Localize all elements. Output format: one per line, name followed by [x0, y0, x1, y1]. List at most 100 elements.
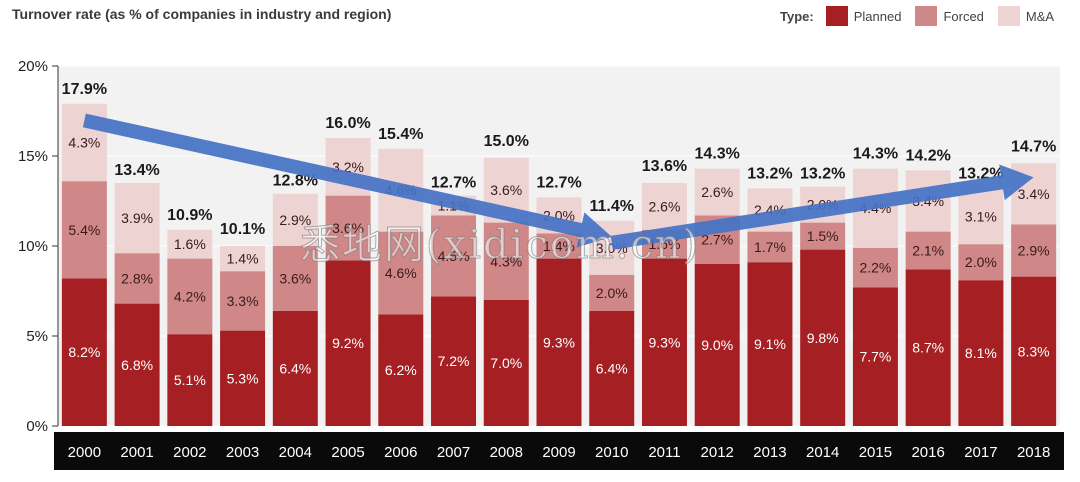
- legend-swatch-ma: [997, 6, 1020, 26]
- x-tick-label: 2008: [490, 444, 523, 461]
- total-label: 10.9%: [167, 207, 212, 224]
- bar-segment: [852, 247, 898, 288]
- segment-label: 5.1%: [174, 372, 206, 388]
- segment-label: 2.6%: [649, 198, 681, 214]
- segment-label: 5.4%: [68, 222, 100, 238]
- x-tick-label: 2003: [226, 444, 259, 461]
- bar-segment: [852, 287, 898, 426]
- total-label: 17.9%: [62, 81, 107, 98]
- legend-title: Type:: [780, 8, 814, 24]
- y-tick-label: 20%: [18, 58, 48, 75]
- segment-label: 1.6%: [174, 236, 206, 252]
- total-label: 12.7%: [431, 174, 476, 191]
- bar-segment: [641, 183, 687, 230]
- bar-segment: [958, 188, 1004, 245]
- segment-label: 6.4%: [279, 360, 311, 376]
- y-tick-label: 0%: [26, 418, 48, 435]
- bar-segment: [114, 253, 160, 304]
- bar-segment: [61, 278, 107, 426]
- legend: Type: Planned Forced M&A: [780, 6, 1062, 26]
- segment-label: 2.7%: [701, 232, 733, 248]
- x-tick-label: 2005: [331, 444, 364, 461]
- bar-segment: [325, 195, 371, 261]
- bar-segment: [167, 334, 213, 426]
- segment-label: 4.3%: [68, 135, 100, 151]
- bar-segment: [1011, 276, 1057, 426]
- segment-label: 2.1%: [912, 243, 944, 259]
- x-tick-label: 2014: [806, 444, 839, 461]
- total-label: 15.0%: [484, 133, 529, 150]
- segment-label: 7.7%: [859, 349, 891, 365]
- segment-label: 9.8%: [807, 330, 839, 346]
- x-tick-label: 2002: [173, 444, 206, 461]
- segment-label: 8.7%: [912, 340, 944, 356]
- segment-label: 9.1%: [754, 336, 786, 352]
- segment-label: 6.4%: [596, 360, 628, 376]
- total-label: 14.2%: [905, 147, 950, 164]
- bar-segment: [431, 215, 477, 297]
- total-label: 14.3%: [853, 146, 898, 163]
- segment-label: 1.4%: [543, 238, 575, 254]
- x-tick-label: 2006: [384, 444, 417, 461]
- bar-segment: [483, 300, 529, 426]
- total-label: 14.3%: [695, 146, 740, 163]
- segment-label: 4.3%: [490, 253, 522, 269]
- segment-label: 2.9%: [279, 212, 311, 228]
- bar-segment: [272, 310, 318, 426]
- bar-segment: [431, 296, 477, 426]
- y-tick-label: 10%: [18, 238, 48, 255]
- x-tick-label: 2001: [120, 444, 153, 461]
- segment-label: 3.6%: [279, 270, 311, 286]
- segment-label: 4.6%: [385, 265, 417, 281]
- x-axis-band: [54, 432, 1064, 470]
- x-tick-label: 2013: [753, 444, 786, 461]
- total-label: 10.1%: [220, 221, 265, 238]
- total-label: 16.0%: [325, 115, 370, 132]
- total-label: 12.8%: [273, 173, 318, 190]
- bar-segment: [272, 246, 318, 311]
- bar-segment: [378, 231, 424, 315]
- bar-segment: [114, 303, 160, 426]
- legend-item-ma: M&A: [997, 6, 1054, 26]
- legend-swatch-forced: [915, 6, 938, 26]
- segment-label: 2.6%: [701, 184, 733, 200]
- x-tick-label: 2015: [859, 444, 892, 461]
- bar-segment: [114, 183, 160, 254]
- segment-label: 1.5%: [807, 228, 839, 244]
- total-label: 13.4%: [114, 162, 159, 179]
- legend-label-forced: Forced: [943, 8, 984, 24]
- segment-label: 2.2%: [859, 260, 891, 276]
- bar-segment: [641, 258, 687, 426]
- total-label: 15.4%: [378, 126, 423, 143]
- legend-swatch-planned: [825, 6, 848, 26]
- segment-label: 1.4%: [227, 251, 259, 267]
- bar-segment: [905, 269, 951, 426]
- chart-title: Turnover rate (as % of companies in indu…: [12, 6, 392, 22]
- x-tick-label: 2009: [542, 444, 575, 461]
- bar-segment: [589, 274, 635, 311]
- segment-label: 2.9%: [1018, 243, 1050, 259]
- segment-label: 2.0%: [596, 285, 628, 301]
- bar-segment: [800, 222, 846, 250]
- bar-segment: [694, 264, 740, 426]
- segment-label: 5.3%: [227, 370, 259, 386]
- bar-segment: [220, 246, 266, 272]
- total-label: 11.4%: [589, 198, 633, 215]
- segment-label: 4.2%: [174, 288, 206, 304]
- trend-arrow: [610, 164, 1034, 250]
- legend-item-forced: Forced: [915, 6, 984, 26]
- x-tick-label: 2004: [279, 444, 312, 461]
- y-tick-label: 5%: [26, 328, 48, 345]
- bar-segment: [1011, 224, 1057, 277]
- bar-segment: [378, 314, 424, 426]
- bar-segment: [167, 258, 213, 335]
- bar-segment: [747, 262, 793, 426]
- segment-label: 2.8%: [121, 270, 153, 286]
- total-label: 13.6%: [642, 158, 687, 175]
- trend-arrow: [82, 113, 612, 248]
- bar-segment: [958, 244, 1004, 281]
- total-label: 13.2%: [800, 165, 845, 182]
- segment-label: 9.3%: [649, 334, 681, 350]
- segment-label: 8.2%: [68, 344, 100, 360]
